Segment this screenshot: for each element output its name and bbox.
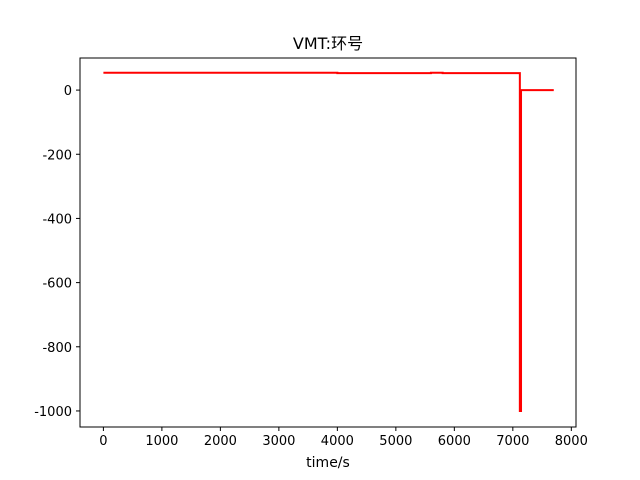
x-tick-label: 4000	[321, 434, 354, 449]
x-tick-label: 6000	[438, 434, 471, 449]
y-tick-label: -600	[42, 277, 72, 292]
x-tick-label: 7000	[496, 434, 529, 449]
plot-frame	[79, 57, 577, 428]
series-line-0	[103, 71, 554, 412]
x-axis: 0 1000 2000 3000 4000 5000 6000 7000 8000	[99, 427, 588, 449]
y-tick-label: 0	[64, 84, 72, 99]
y-tick-label: -800	[42, 341, 72, 356]
chart-title: VMT:环号	[293, 34, 363, 53]
x-tick-label: 3000	[262, 434, 295, 449]
x-tick-label: 8000	[555, 434, 588, 449]
y-tick-label: -400	[42, 212, 72, 227]
y-axis: 0 -200 -400 -600 -800 -1000	[34, 84, 80, 420]
x-tick-label: 2000	[204, 434, 237, 449]
x-tick-label: 0	[99, 434, 107, 449]
x-tick-label: 1000	[145, 434, 178, 449]
y-tick-label: -200	[42, 148, 72, 163]
plot-layer	[103, 71, 554, 412]
x-tick-label: 5000	[379, 434, 412, 449]
x-axis-title: time/s	[306, 455, 350, 471]
y-tick-label: -1000	[34, 405, 72, 420]
